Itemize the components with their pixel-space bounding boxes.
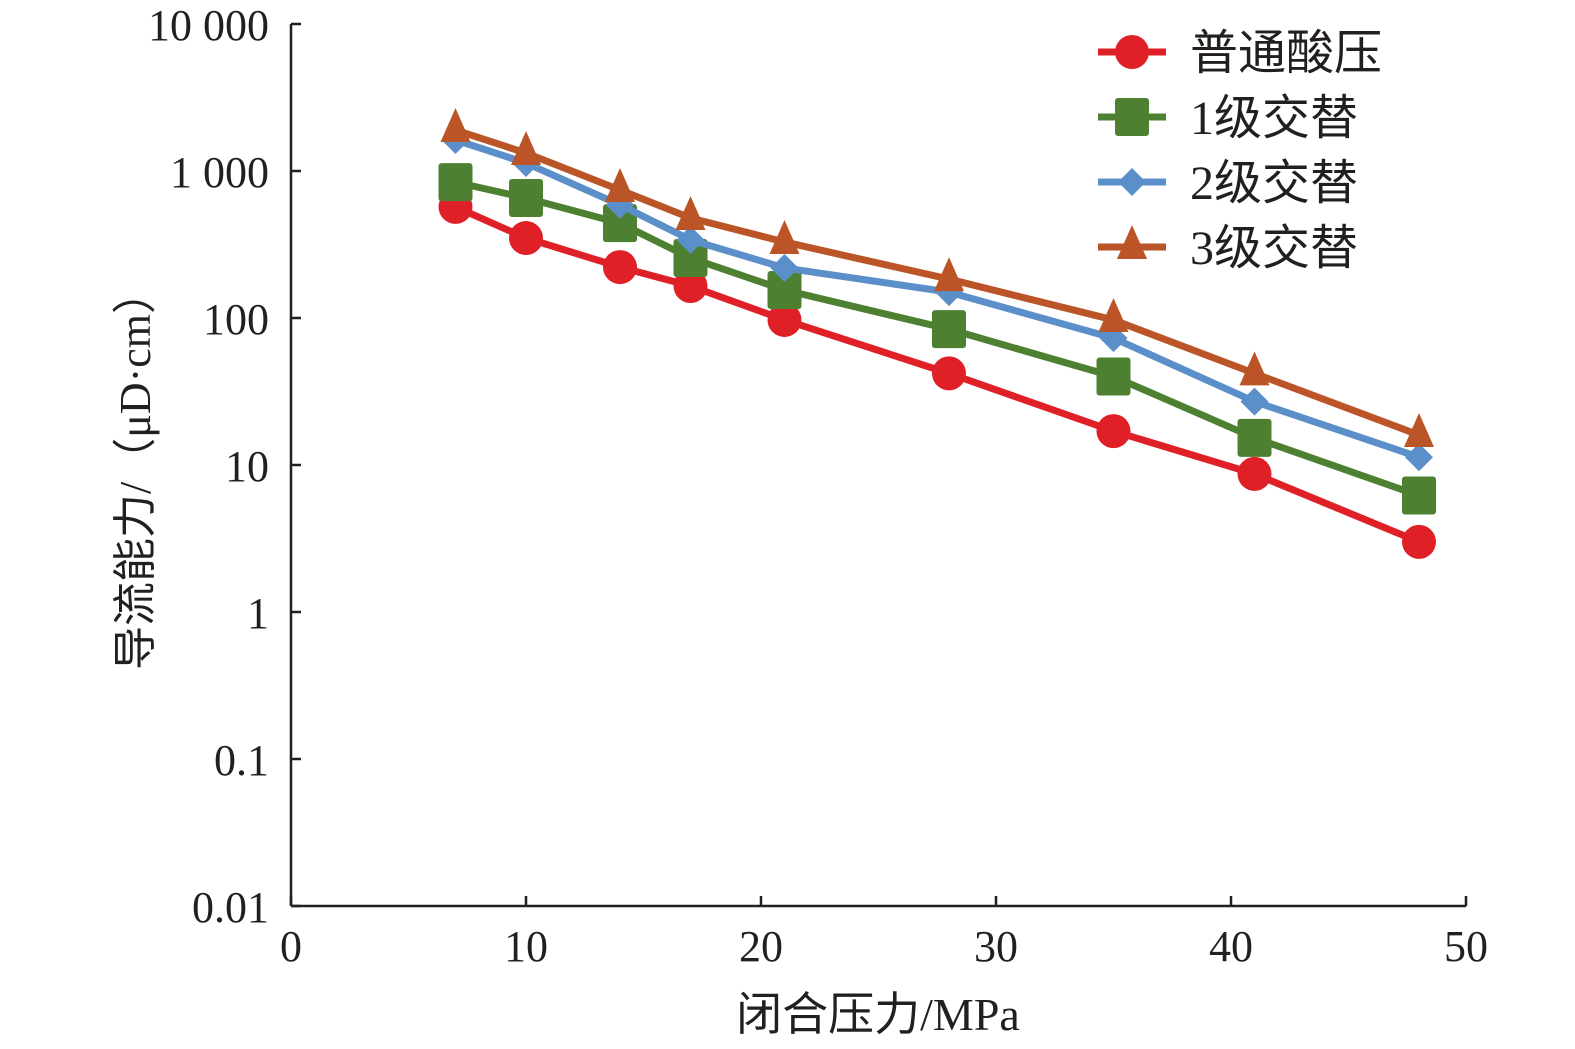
data-point [673, 238, 708, 277]
legend-label: 2级交替 [1190, 157, 1358, 210]
data-point [673, 269, 708, 304]
y-tick-label: 100 [203, 295, 269, 344]
data-point [675, 195, 706, 230]
data-point [1096, 414, 1131, 449]
y-tick-label: 1 000 [170, 148, 269, 197]
legend-item: 普通酸压 [1098, 27, 1382, 80]
legend-marker [1115, 98, 1149, 136]
x-tick-label: 0 [280, 922, 302, 971]
legend-item: 3级交替 [1098, 222, 1358, 275]
y-tick-label: 10 000 [148, 1, 269, 50]
series-2 [438, 163, 1436, 515]
legend-label: 1级交替 [1190, 92, 1358, 145]
data-point [770, 253, 799, 282]
data-point [1237, 456, 1272, 491]
x-tick-label: 30 [974, 922, 1018, 971]
legend-label: 普通酸压 [1190, 27, 1382, 80]
x-tick-label: 50 [1444, 922, 1488, 971]
x-tick-label: 10 [504, 922, 548, 971]
legend-marker [1115, 35, 1149, 69]
data-point [603, 204, 637, 243]
data-point [1096, 357, 1131, 396]
y-tick-label: 10 [225, 442, 269, 491]
y-tick-label: 0.01 [192, 883, 269, 932]
series-group [438, 108, 1436, 559]
y-tick-label: 1 [247, 589, 269, 638]
data-point [509, 179, 543, 218]
data-point [1240, 387, 1269, 416]
data-point [438, 163, 473, 202]
data-point [1402, 524, 1436, 559]
data-point [1237, 418, 1272, 457]
y-axis-label: 导流能力/（μD·cm） [111, 270, 160, 670]
legend: 普通酸压 1级交替 2级交替 3级交替 [1098, 27, 1382, 275]
y-tick-label: 0.1 [214, 736, 269, 785]
data-point [767, 271, 802, 310]
x-axis-label: 闭合压力/MPa [736, 989, 1020, 1040]
data-point [767, 302, 802, 337]
data-point [440, 108, 471, 143]
data-point [1405, 443, 1433, 472]
data-point [769, 219, 800, 254]
legend-item: 2级交替 [1098, 157, 1358, 210]
data-point [1098, 297, 1129, 332]
legend-item: 1级交替 [1098, 92, 1358, 145]
data-point [509, 221, 543, 256]
data-point [603, 250, 637, 285]
x-tick-label: 20 [739, 922, 783, 971]
legend-marker [1118, 168, 1146, 196]
data-point [605, 167, 635, 202]
data-point [676, 225, 705, 254]
data-point [1404, 412, 1434, 447]
axes: 0 10 20 30 40 50 0.01 0.1 1 10 100 1 000 10 000 [148, 1, 1488, 971]
data-point [934, 257, 964, 292]
data-point [1239, 351, 1270, 386]
data-point [932, 356, 966, 391]
legend-label: 3级交替 [1190, 222, 1358, 275]
data-point [1402, 476, 1436, 515]
data-point [932, 310, 966, 349]
series-4 [440, 108, 1434, 447]
x-tick-label: 40 [1209, 922, 1253, 971]
legend-marker [1117, 225, 1147, 259]
series-1 [438, 189, 1436, 559]
data-point [511, 131, 541, 166]
